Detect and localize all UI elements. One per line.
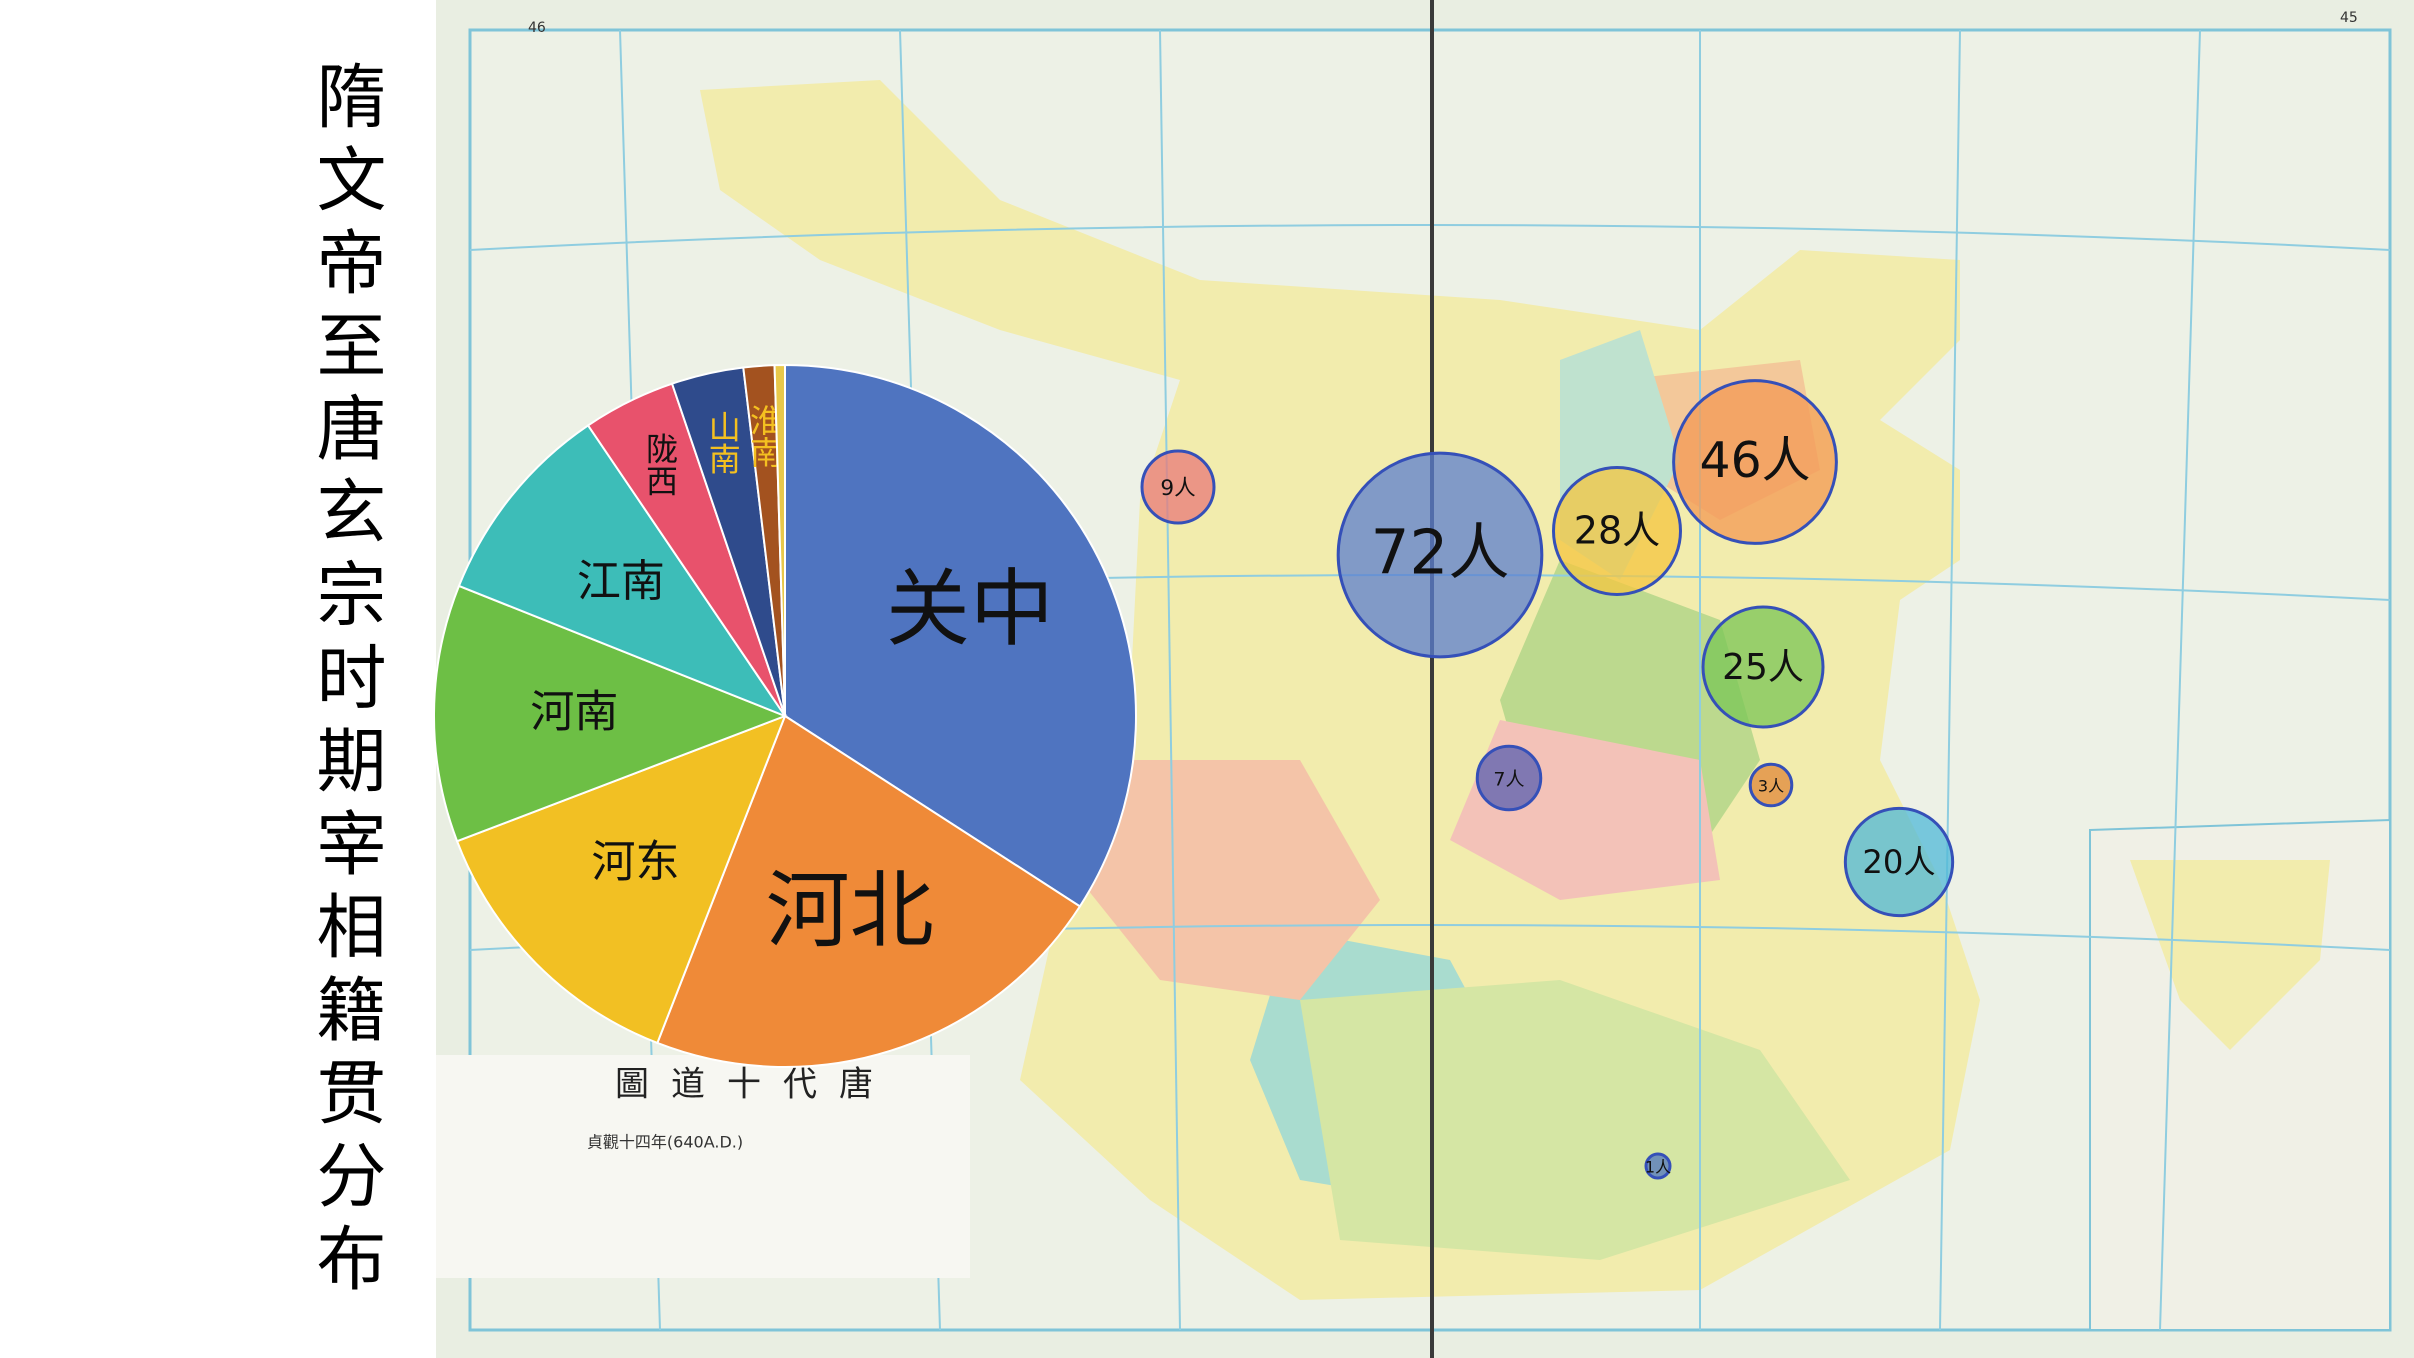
pie-label: 关中	[886, 560, 1054, 658]
bubble	[1644, 1152, 1672, 1180]
bubble	[1843, 806, 1955, 918]
pie-slice	[656, 714, 1082, 1068]
page-number: 46	[528, 20, 546, 36]
map-region	[1080, 760, 1380, 1000]
slide-title: 隋文帝至唐玄宗时期宰相籍贯分布	[305, 60, 387, 1305]
bubble	[1336, 451, 1544, 659]
bubble	[1552, 466, 1682, 596]
pie-slice	[457, 424, 788, 719]
map-land	[2130, 860, 2330, 1050]
bubble	[1672, 379, 1838, 545]
map: 46 45 圖道十代唐 貞觀十四年(640A.D.)	[436, 0, 2414, 1358]
pie-label: 陇西	[641, 433, 679, 497]
pie-label: 河东	[592, 836, 680, 887]
bubble-label: 7人	[1493, 769, 1524, 791]
bubble	[1475, 744, 1543, 812]
pie-label: 江南	[577, 556, 665, 607]
pie-label: 河南	[530, 686, 618, 737]
bubble	[1748, 762, 1794, 808]
pie-slice	[773, 363, 786, 717]
pie-label: 山南	[704, 410, 742, 474]
bubble-label: 25人	[1722, 647, 1804, 688]
bubble-label: 3人	[1758, 777, 1784, 796]
bubble-label: 20人	[1862, 843, 1935, 881]
pie-slice	[784, 363, 1137, 908]
pie-slice	[455, 714, 787, 1045]
bubble-label: 9人	[1160, 476, 1195, 501]
bubble-label: 1人	[1645, 1158, 1671, 1177]
map-caption: 圖道十代唐	[615, 1065, 895, 1105]
bubble-label: 72人	[1371, 518, 1510, 589]
bubble	[1140, 449, 1216, 525]
map-caption-text: 圖道十代唐	[615, 1065, 895, 1105]
bubble-label: 46人	[1700, 432, 1811, 489]
pie-label: 河北	[766, 861, 934, 959]
map-date: 貞觀十四年(640A.D.)	[587, 1133, 743, 1152]
map-legend-box	[436, 1055, 970, 1278]
bubble-label: 28人	[1574, 509, 1661, 553]
pie-slice	[433, 584, 788, 843]
page-number: 45	[2340, 10, 2358, 26]
map-region	[1300, 980, 1850, 1260]
bubble	[1701, 605, 1825, 729]
